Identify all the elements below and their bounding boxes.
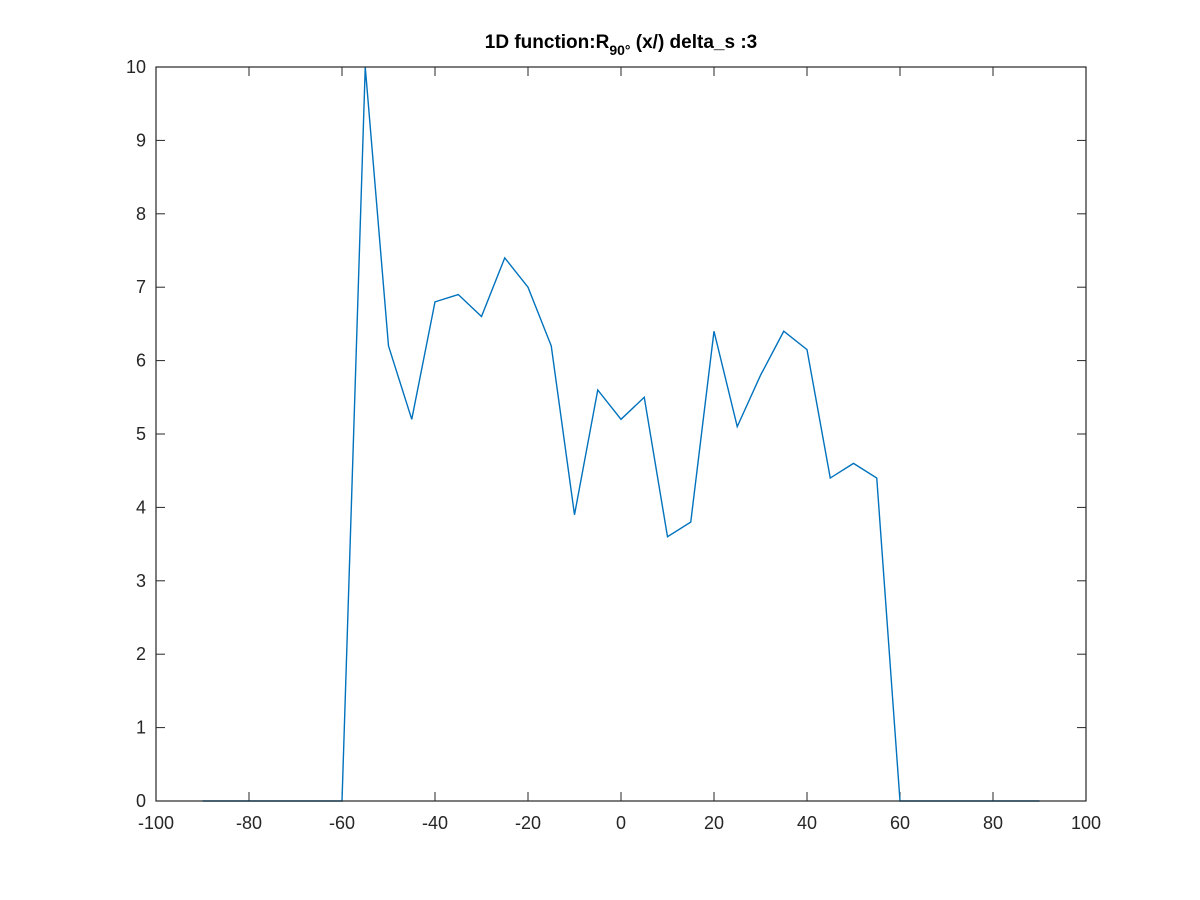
- x-tick-label: 0: [616, 813, 626, 833]
- x-tick-label: 40: [797, 813, 817, 833]
- x-tick-label: 100: [1071, 813, 1101, 833]
- x-tick-label: -60: [329, 813, 355, 833]
- x-tick-label: -80: [236, 813, 262, 833]
- chart-title-suffix: (x/) delta_s :3: [631, 32, 758, 53]
- x-tick-label: 20: [704, 813, 724, 833]
- y-tick-label: 4: [136, 497, 146, 517]
- chart-title-subscript: 90°: [609, 42, 630, 58]
- x-tick-label: 60: [890, 813, 910, 833]
- x-tick-label: -40: [422, 813, 448, 833]
- y-tick-label: 5: [136, 424, 146, 444]
- x-tick-label: 80: [983, 813, 1003, 833]
- y-tick-label: 3: [136, 571, 146, 591]
- chart-title: 1D function:R90° (x/) delta_s :3: [485, 32, 757, 58]
- y-tick-label: 2: [136, 644, 146, 664]
- plot-area: [156, 67, 1086, 801]
- y-tick-label: 6: [136, 351, 146, 371]
- chart-title-prefix: 1D function:R: [485, 32, 610, 53]
- axis-tick-labels: -100 -80 -60 -40 -20 0 20 40 60 80 100 0 1 2 3 4 5 6 7 8 9 10: [126, 57, 1101, 833]
- y-tick-label: 1: [136, 718, 146, 738]
- y-tick-label: 0: [136, 791, 146, 811]
- axes-box: [155, 66, 1087, 802]
- x-tick-label: -20: [515, 813, 541, 833]
- y-tick-label: 8: [136, 204, 146, 224]
- y-tick-label: 10: [126, 57, 146, 77]
- y-tick-label: 9: [136, 130, 146, 150]
- y-tick-label: 7: [136, 277, 146, 297]
- x-tick-label: -100: [138, 813, 174, 833]
